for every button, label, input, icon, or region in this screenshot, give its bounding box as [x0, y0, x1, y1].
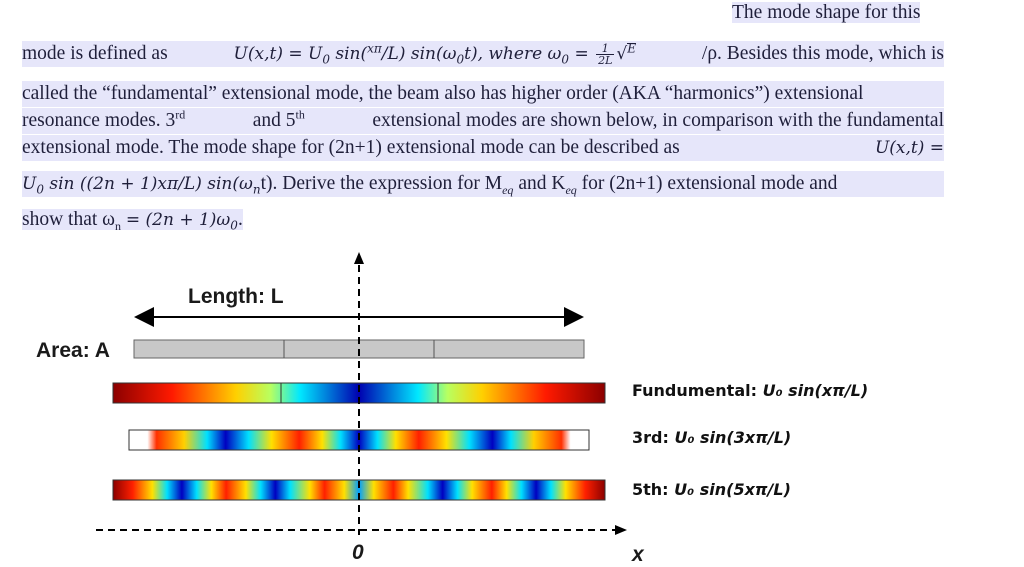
text-fragment: resonance modes. 3rd: [22, 107, 186, 132]
text-fragment: extensional mode. The mode shape for (2n…: [22, 137, 680, 158]
text-line-3: called the “fundamental” extensional mod…: [22, 81, 944, 107]
mode-expression: U₀ sin(5xπ/L): [674, 480, 791, 499]
mode-expression: U₀ sin(xπ/L): [762, 381, 869, 400]
mode-label-fundamental: Fundumental: U₀ sin(xπ/L): [632, 381, 868, 400]
mode-expression: U₀ sin(3xπ/L): [674, 428, 792, 447]
fraction: 1 2L: [596, 42, 615, 67]
text-fragment: /ρ. Besides this mode, which is: [701, 43, 944, 64]
text-fragment: called the “fundamental” extensional mod…: [22, 83, 864, 104]
math-fragment: U(x,t) =: [874, 138, 944, 158]
text-line-5: extensional mode. The mode shape for (2n…: [22, 135, 944, 161]
vertical-axis-arrow-icon: [354, 252, 364, 264]
area-label: Area: A: [36, 339, 110, 362]
mode-name: Fundumental:: [632, 381, 757, 400]
text-line-2: mode is defined as U(x,t) = U0 sin(xπ/L)…: [22, 41, 944, 67]
mode-equation: U(x,t) = U0 sin(xπ/L) sin(ω0t), where ω0…: [233, 41, 637, 67]
text-fragment: show that ωn = (2n + 1)ω0.: [22, 209, 243, 233]
x-axis-label: x: [632, 543, 644, 566]
text-line-6: U0 sin ((2n + 1)xπ/L) sin(ωnt). Derive t…: [22, 171, 944, 197]
mode-label-third: 3rd: U₀ sin(3xπ/L): [632, 428, 791, 447]
text-line-7: show that ωn = (2n + 1)ω0.: [22, 207, 243, 233]
mode-name: 5th:: [632, 480, 669, 499]
length-label: Length: L: [188, 285, 284, 308]
text-fragment: t). Derive the expression for Meq and Ke…: [260, 173, 838, 197]
origin-label: 0: [352, 541, 364, 564]
mode-name: 3rd:: [632, 428, 669, 447]
text-line-1-content: The mode shape for this: [732, 2, 921, 23]
text-fragment: and 5th: [252, 107, 305, 132]
text-line-1: The mode shape for this: [732, 0, 921, 26]
math-fragment: U0 sin ((2n + 1)xπ/L) sin(ωn: [22, 174, 261, 197]
text-fragment: mode is defined as: [22, 43, 168, 64]
text-fragment: extensional modes are shown below, in co…: [372, 110, 944, 131]
mode-label-fifth: 5th: U₀ sin(5xπ/L): [632, 480, 791, 499]
x-axis-arrow-icon: [615, 525, 627, 535]
text-line-4: resonance modes. 3rd and 5th extensional…: [22, 108, 944, 134]
